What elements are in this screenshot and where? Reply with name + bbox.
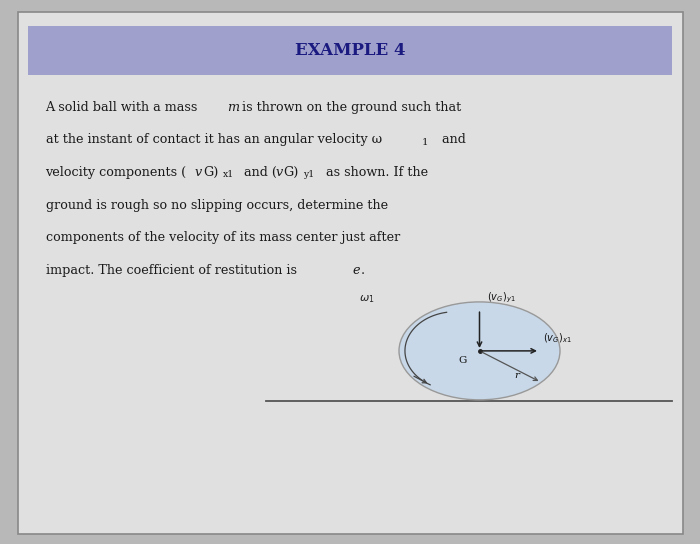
Text: y1: y1 [303, 170, 314, 180]
Text: velocity components (: velocity components ( [46, 166, 187, 179]
Text: G): G) [284, 166, 299, 179]
Text: v: v [195, 166, 202, 179]
Ellipse shape [399, 302, 560, 400]
Text: impact. The coefficient of restitution is: impact. The coefficient of restitution i… [46, 264, 300, 277]
Text: components of the velocity of its mass center just after: components of the velocity of its mass c… [46, 231, 400, 244]
Text: m: m [228, 101, 239, 114]
Text: $(v_G)_{y1}$: $(v_G)_{y1}$ [486, 290, 515, 305]
Text: and (: and ( [240, 166, 277, 179]
FancyBboxPatch shape [18, 12, 682, 534]
Text: 1: 1 [421, 138, 428, 147]
Text: v: v [275, 166, 282, 179]
Text: e: e [352, 264, 360, 277]
Text: $(v_G)_{x1}$: $(v_G)_{x1}$ [543, 332, 572, 345]
Text: at the instant of contact it has an angular velocity ω: at the instant of contact it has an angu… [46, 133, 382, 146]
Text: $\omega_1$: $\omega_1$ [359, 293, 375, 305]
Text: and: and [438, 133, 466, 146]
Text: as shown. If the: as shown. If the [322, 166, 428, 179]
Text: EXAMPLE 4: EXAMPLE 4 [295, 42, 405, 59]
Text: A solid ball with a mass: A solid ball with a mass [46, 101, 202, 114]
Text: x1: x1 [223, 170, 234, 180]
Text: ground is rough so no slipping occurs, determine the: ground is rough so no slipping occurs, d… [46, 199, 388, 212]
Text: G: G [458, 356, 467, 366]
Text: is thrown on the ground such that: is thrown on the ground such that [238, 101, 461, 114]
Text: G): G) [203, 166, 218, 179]
Text: r: r [514, 371, 519, 380]
Bar [28, 26, 672, 75]
Text: .: . [361, 264, 365, 277]
